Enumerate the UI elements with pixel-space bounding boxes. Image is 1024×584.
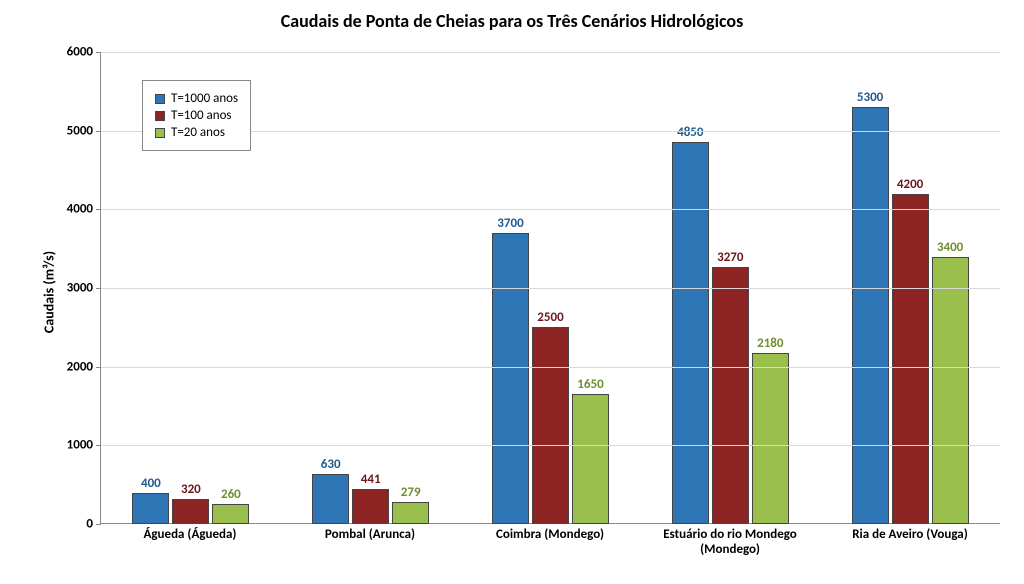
bar: 630 (312, 474, 349, 524)
y-axis-label: Caudais (m³/s) (41, 251, 58, 333)
gridline (101, 209, 1000, 210)
legend-item: T=100 anos (155, 108, 238, 123)
y-tick-label: 0 (86, 517, 101, 532)
gridline (101, 445, 1000, 446)
legend-label: T=1000 anos (171, 91, 238, 106)
bar-value-label: 3270 (717, 250, 743, 265)
chart-root: Caudais de Ponta de Cheias para os Três … (0, 0, 1024, 584)
bar: 3270 (712, 267, 749, 524)
bar-value-label: 3400 (937, 240, 963, 255)
bar-value-label: 630 (321, 457, 341, 472)
bar: 2500 (532, 327, 569, 524)
legend-swatch (155, 111, 165, 121)
bar-value-label: 4200 (897, 177, 923, 192)
y-tick-label: 5000 (67, 123, 101, 138)
bar: 279 (392, 502, 429, 524)
category-label: Coimbra (Mondego) (460, 528, 640, 558)
bar-value-label: 400 (141, 476, 161, 491)
bar-value-label: 4850 (677, 125, 703, 140)
category-label: Ria de Aveiro (Vouga) (820, 528, 1000, 558)
y-tick-label: 2000 (67, 359, 101, 374)
category-label: Estuário do rio Mondego (Mondego) (640, 528, 820, 558)
bar: 1650 (572, 394, 609, 524)
gridline (101, 367, 1000, 368)
bar: 3400 (932, 257, 969, 524)
legend-swatch (155, 128, 165, 138)
legend-item: T=1000 anos (155, 91, 238, 106)
bar-value-label: 441 (361, 472, 381, 487)
y-tick-label: 3000 (67, 281, 101, 296)
bar-value-label: 320 (181, 482, 201, 497)
bar: 3700 (492, 233, 529, 524)
gridline (101, 52, 1000, 53)
bar: 260 (212, 504, 249, 524)
bar-value-label: 279 (401, 485, 421, 500)
legend-item: T=20 anos (155, 125, 238, 140)
bar: 4850 (672, 142, 709, 524)
legend: T=1000 anos T=100 anos T=20 anos (142, 80, 251, 151)
legend-swatch (155, 94, 165, 104)
category-labels-row: Águeda (Águeda)Pombal (Arunca)Coimbra (M… (100, 528, 1000, 558)
bar: 320 (172, 499, 209, 524)
bar-value-label: 1650 (577, 377, 603, 392)
bar-value-label: 260 (221, 487, 241, 502)
y-tick-label: 1000 (67, 438, 101, 453)
bar-value-label: 2180 (757, 336, 783, 351)
y-tick-label: 4000 (67, 202, 101, 217)
bar: 400 (132, 493, 169, 524)
bar-value-label: 5300 (857, 90, 883, 105)
bar: 4200 (892, 194, 929, 524)
y-tick-label: 6000 (67, 45, 101, 60)
bar: 2180 (752, 353, 789, 524)
category-label: Pombal (Arunca) (280, 528, 460, 558)
chart-title: Caudais de Ponta de Cheias para os Três … (0, 10, 1024, 32)
legend-label: T=100 anos (171, 108, 232, 123)
category-label: Águeda (Águeda) (100, 528, 280, 558)
bar: 441 (352, 489, 389, 524)
gridline (101, 288, 1000, 289)
bar-value-label: 3700 (497, 216, 523, 231)
bar-value-label: 2500 (537, 310, 563, 325)
legend-label: T=20 anos (171, 125, 225, 140)
bar: 5300 (852, 107, 889, 524)
